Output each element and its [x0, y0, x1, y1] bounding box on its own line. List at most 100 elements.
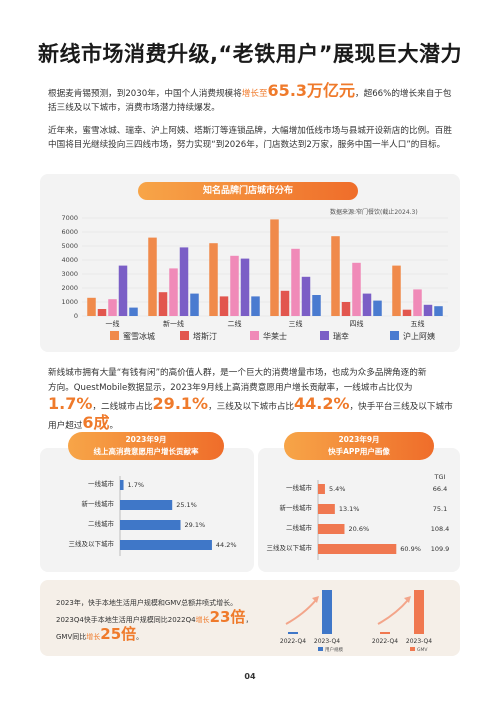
category-label: 三线及以下城市: [69, 539, 115, 548]
legend-swatch: [250, 331, 259, 340]
legend-label: 蜜雪冰城: [123, 331, 155, 341]
bar: [87, 297, 96, 316]
market-paragraph: 新线城市拥有大量“有钱有闲”的高价值人群，是一个巨大的消费增量市场，也成为众多品…: [48, 368, 453, 432]
bar: [312, 295, 321, 316]
y-tick-label: 0: [74, 312, 78, 320]
legend-label: 华莱士: [263, 331, 287, 341]
y-tick-label: 4000: [61, 256, 78, 264]
kuaishou-title: 2023年9月 快手APP用户画像: [284, 432, 434, 460]
bar: [97, 309, 107, 316]
bar: [270, 219, 279, 316]
store-distribution-panel: [40, 174, 460, 352]
x-tick-label: 一线: [106, 319, 120, 328]
x-tick-label: 四线: [350, 319, 364, 328]
bar: [169, 268, 178, 316]
brand-paragraph: 近年来，蜜雪冰城、瑞幸、沪上阿姨、塔斯汀等连锁品牌，大幅增加低线市场与县城开设新…: [48, 126, 452, 150]
bar: [318, 484, 325, 494]
bar: [129, 307, 138, 316]
value-label: 1.7%: [128, 481, 145, 489]
value-label: 29.1%: [185, 521, 206, 529]
legend-swatch: [318, 647, 323, 651]
bar: [190, 293, 199, 316]
store-chart-title: 知名品牌门店城市分布: [138, 182, 358, 200]
intro-paragraph: 根据麦肯锡预测，到2030年，中国个人消费规模将增长至65.3万亿元，超66%的…: [48, 81, 452, 114]
tgi-value: 109.9: [431, 545, 450, 553]
x-tick-label: 2022-Q4: [372, 638, 398, 645]
bar: [230, 255, 239, 316]
tgi-value: 66.4: [433, 485, 447, 493]
value-label: 60.9%: [400, 545, 421, 553]
bar: [318, 544, 397, 554]
bar: [118, 265, 128, 316]
value-label: 20.6%: [348, 525, 369, 533]
legend-label: 沪上阿姨: [403, 331, 435, 341]
legend-swatch: [180, 331, 189, 340]
value-label: 44.2%: [216, 541, 237, 549]
bar: [148, 237, 157, 316]
bar: [179, 247, 189, 316]
bar: [380, 632, 390, 634]
contribution-title: 2023年9月 线上高消费意愿用户增长贡献率: [68, 432, 224, 460]
bar: [318, 524, 345, 534]
bar: [120, 520, 181, 530]
store-distribution-chart: 0 1000 2000 3000 4000 5000 6000 7000 一线 新一线 二线 三线 四线…: [61, 214, 448, 341]
arrow-head-icon: [312, 596, 319, 603]
legend-label: 瑞幸: [333, 331, 349, 341]
category-label: 二线城市: [88, 519, 115, 528]
legend-swatch: [110, 331, 119, 340]
bar: [301, 276, 311, 316]
kuaishou-portrait-chart: TGI 一线城市 5.4% 66.4 新一线城市 13.1% 75.1 二线城市 20.6% 10…: [267, 473, 450, 560]
bar: [291, 248, 300, 316]
bar: [434, 306, 443, 316]
bar: [331, 236, 340, 316]
x-tick-label: 2023-Q4: [406, 638, 432, 645]
category-label: 二线城市: [286, 523, 313, 532]
value-label: 25.1%: [176, 501, 197, 509]
bar: [108, 299, 117, 316]
local-life-text: 2023年，快手本地生活用户规模和GMV总额井喷式增长。 2023Q4快手本地生…: [56, 599, 253, 643]
bar: [318, 504, 335, 514]
bar: [322, 590, 332, 634]
category-label: 新一线城市: [280, 503, 313, 512]
bar: [414, 590, 424, 634]
category-label: 一线城市: [88, 479, 115, 488]
bar: [288, 632, 298, 634]
contribution-chart: 一线城市 1.7% 新一线城市 25.1% 二线城市 29.1% 三线及以下城市 44.2%: [69, 476, 237, 556]
legend-label: 用户规模: [325, 646, 343, 653]
arrow-head-icon: [404, 596, 411, 603]
x-tick-label: 2022-Q4: [280, 638, 306, 645]
y-tick-label: 2000: [61, 284, 78, 292]
chart-source: 数据来源:窄门餐饮(截止2024.3): [330, 209, 418, 216]
bar: [158, 292, 168, 316]
bar: [423, 304, 433, 316]
legend-label: GMV: [417, 647, 428, 653]
bar: [120, 480, 124, 490]
bar: [209, 243, 218, 316]
tgi-header: TGI: [434, 473, 446, 481]
value-label: 5.4%: [329, 485, 346, 493]
x-tick-label: 三线: [289, 319, 303, 328]
growth-arrow: [285, 599, 317, 625]
y-tick-label: 6000: [61, 228, 78, 236]
x-tick-label: 五线: [411, 319, 425, 328]
tgi-value: 108.4: [431, 525, 450, 533]
y-tick-label: 5000: [61, 242, 78, 250]
page-number: 04: [244, 672, 256, 681]
y-tick-label: 7000: [61, 214, 78, 222]
bar: [392, 265, 401, 316]
tgi-value: 75.1: [433, 505, 447, 513]
bar: [341, 302, 351, 316]
legend-swatch: [320, 331, 329, 340]
bar: [120, 500, 173, 510]
bar: [280, 290, 290, 316]
legend-swatch: [410, 647, 415, 651]
bar: [362, 293, 372, 316]
x-tick-label: 新一线: [163, 319, 184, 328]
category-label: 一线城市: [286, 483, 313, 492]
local-life-panel: [40, 580, 460, 656]
y-tick-label: 1000: [61, 298, 78, 306]
bar: [120, 540, 212, 550]
page-title: 新线市场消费升级,“老铁用户”展现巨大潜力: [37, 42, 463, 66]
bar: [373, 300, 382, 316]
